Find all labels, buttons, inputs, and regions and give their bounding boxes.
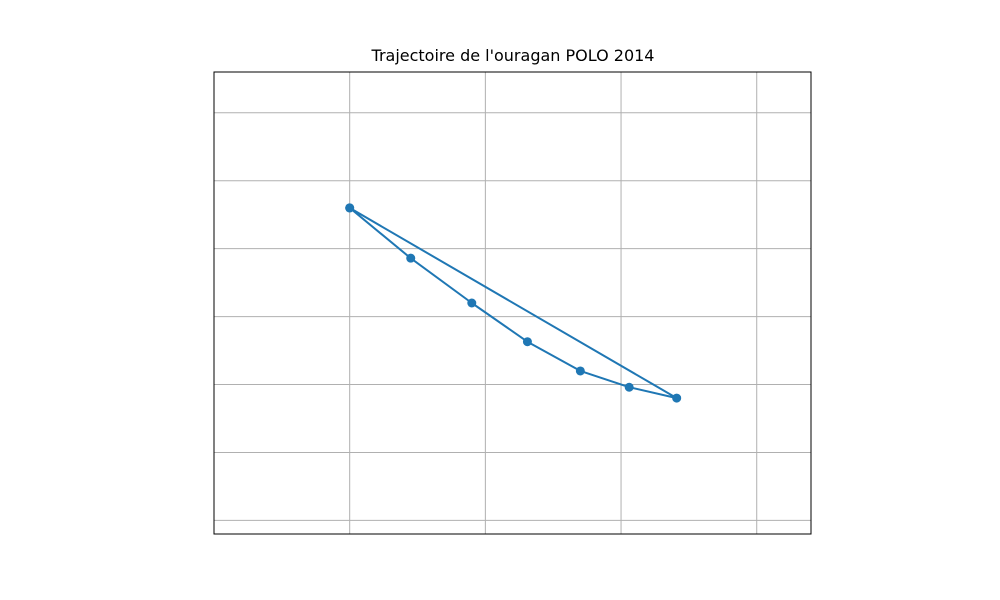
trajectory-point bbox=[406, 253, 416, 263]
trajectory-line bbox=[349, 207, 678, 400]
chart-title: Trajectoire de l'ouragan POLO 2014 bbox=[371, 46, 655, 65]
trajectory-series bbox=[345, 203, 682, 403]
trajectory-point bbox=[624, 382, 634, 392]
grid-lines bbox=[214, 72, 811, 534]
trajectory-point bbox=[575, 366, 585, 376]
trajectory-point bbox=[672, 393, 682, 403]
plot-frame bbox=[213, 71, 812, 535]
trajectory-point bbox=[345, 203, 355, 213]
trajectory-point bbox=[522, 337, 532, 347]
trajectory-point bbox=[467, 298, 477, 308]
